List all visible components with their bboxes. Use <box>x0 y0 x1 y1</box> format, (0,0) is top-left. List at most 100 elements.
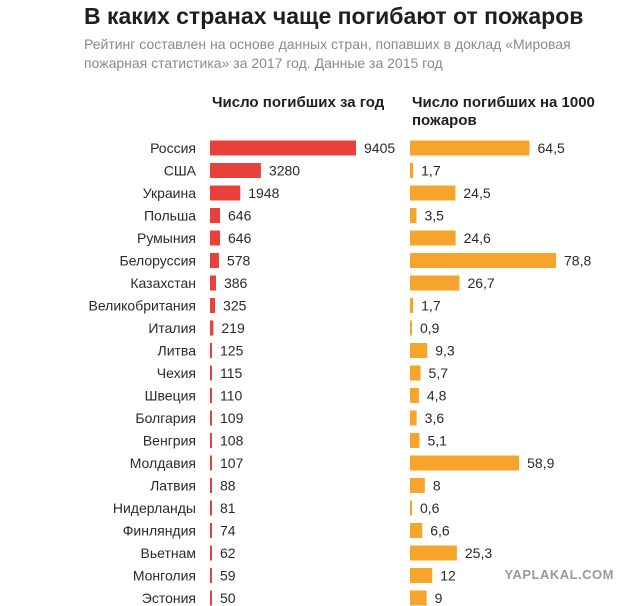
per1000-value-label: 8 <box>433 478 441 494</box>
per1000-value-label: 78,8 <box>564 253 591 269</box>
deaths-bar <box>210 343 212 358</box>
country-label: Украина <box>143 185 197 201</box>
country-label: Россия <box>150 140 196 156</box>
per1000-value-label: 64,5 <box>538 140 565 156</box>
per1000-bar <box>410 320 412 336</box>
country-label: Румыния <box>137 230 196 246</box>
per1000-value-label: 25,3 <box>465 545 492 561</box>
per1000-value-label: 12 <box>440 568 456 584</box>
deaths-value-label: 59 <box>220 568 236 584</box>
deaths-value-label: 219 <box>221 320 245 336</box>
deaths-bar <box>210 298 216 313</box>
deaths-value-label: 109 <box>220 410 244 426</box>
per1000-bar <box>410 545 457 561</box>
deaths-column-header: Число погибших за год <box>212 94 385 111</box>
deaths-value-label: 50 <box>220 590 236 606</box>
country-label: Польша <box>144 208 196 224</box>
deaths-value-label: 81 <box>220 500 236 516</box>
country-label: Чехия <box>157 365 196 381</box>
per1000-bar <box>410 455 520 471</box>
deaths-value-label: 325 <box>223 298 247 314</box>
deaths-bar <box>210 590 212 606</box>
country-label: Нидерланды <box>113 500 196 516</box>
deaths-bar <box>210 185 241 201</box>
per1000-value-label: 0,9 <box>420 320 440 336</box>
deaths-bar <box>210 455 212 471</box>
deaths-bar <box>210 478 212 493</box>
country-label: Латвия <box>150 478 196 494</box>
country-label: Молдавия <box>130 455 196 471</box>
chart-subtitle: Рейтинг составлен на основе данных стран… <box>84 36 571 71</box>
country-label: Казахстан <box>130 275 196 291</box>
per1000-value-label: 9 <box>435 590 443 606</box>
country-label: Финляндия <box>123 523 196 539</box>
deaths-value-label: 1948 <box>248 185 279 201</box>
country-label: Белоруссия <box>120 253 197 269</box>
deaths-value-label: 62 <box>220 545 236 561</box>
country-label: Вьетнам <box>140 545 196 561</box>
per1000-value-label: 1,7 <box>421 163 441 179</box>
per1000-bar <box>410 523 423 538</box>
per1000-bar <box>410 163 414 178</box>
deaths-bar <box>210 500 212 516</box>
per1000-bar <box>410 253 556 268</box>
per1000-bar <box>410 140 530 156</box>
deaths-value-label: 578 <box>227 253 251 269</box>
per1000-bar <box>410 365 421 381</box>
deaths-value-label: 88 <box>220 478 236 494</box>
country-label: США <box>164 163 197 179</box>
per1000-value-label: 26,7 <box>467 275 494 291</box>
per1000-value-label: 5,1 <box>427 433 447 449</box>
per1000-bar <box>410 590 427 606</box>
per1000-bar <box>410 433 420 448</box>
deaths-value-label: 125 <box>220 343 244 359</box>
per1000-value-label: 9,3 <box>435 343 455 359</box>
deaths-value-label: 110 <box>220 388 243 404</box>
per1000-column-header: Число погибших на 1000 пожаров <box>412 94 595 129</box>
deaths-value-label: 386 <box>224 275 248 291</box>
watermark: YAPLAKAL.COM <box>504 567 614 582</box>
per1000-value-label: 0,6 <box>420 500 440 516</box>
country-label: Эстония <box>142 590 196 606</box>
per1000-value-label: 3,5 <box>424 208 444 224</box>
country-label: Швеция <box>145 388 196 404</box>
deaths-value-label: 3280 <box>269 163 300 179</box>
per1000-bar <box>410 343 428 358</box>
per1000-bar <box>410 388 419 403</box>
deaths-bar <box>210 545 212 561</box>
per1000-bar <box>410 478 425 493</box>
country-label: Венгрия <box>143 433 196 449</box>
deaths-value-label: 108 <box>220 433 244 449</box>
per1000-bar <box>410 410 417 426</box>
deaths-value-label: 107 <box>220 455 244 471</box>
deaths-value-label: 9405 <box>364 140 395 156</box>
per1000-value-label: 1,7 <box>421 298 441 314</box>
per1000-value-label: 58,9 <box>527 455 554 471</box>
chart-title: В каких странах чаще погибают от пожаров <box>84 3 584 29</box>
country-label: Италия <box>148 320 196 336</box>
deaths-bar <box>210 320 214 336</box>
deaths-value-label: 646 <box>228 230 252 246</box>
deaths-bar <box>210 163 261 178</box>
deaths-value-label: 646 <box>228 208 252 224</box>
per1000-bar <box>410 500 412 516</box>
deaths-bar <box>210 208 221 223</box>
deaths-bar <box>210 568 212 583</box>
per1000-value-label: 6,6 <box>430 523 450 539</box>
per1000-bar <box>410 298 414 313</box>
per1000-value-label: 4,8 <box>427 388 447 404</box>
deaths-value-label: 74 <box>220 523 236 539</box>
per1000-value-label: 3,6 <box>425 410 445 426</box>
per1000-bar <box>410 568 433 583</box>
country-label: Монголия <box>133 568 196 584</box>
deaths-bar <box>210 388 212 403</box>
deaths-bar <box>210 365 212 381</box>
per1000-value-label: 24,6 <box>464 230 491 246</box>
country-label: Великобритания <box>88 298 196 314</box>
per1000-bar <box>410 208 417 223</box>
deaths-bar <box>210 230 221 246</box>
deaths-bar <box>210 523 212 538</box>
per1000-bar <box>410 185 456 201</box>
per1000-bar <box>410 275 460 291</box>
